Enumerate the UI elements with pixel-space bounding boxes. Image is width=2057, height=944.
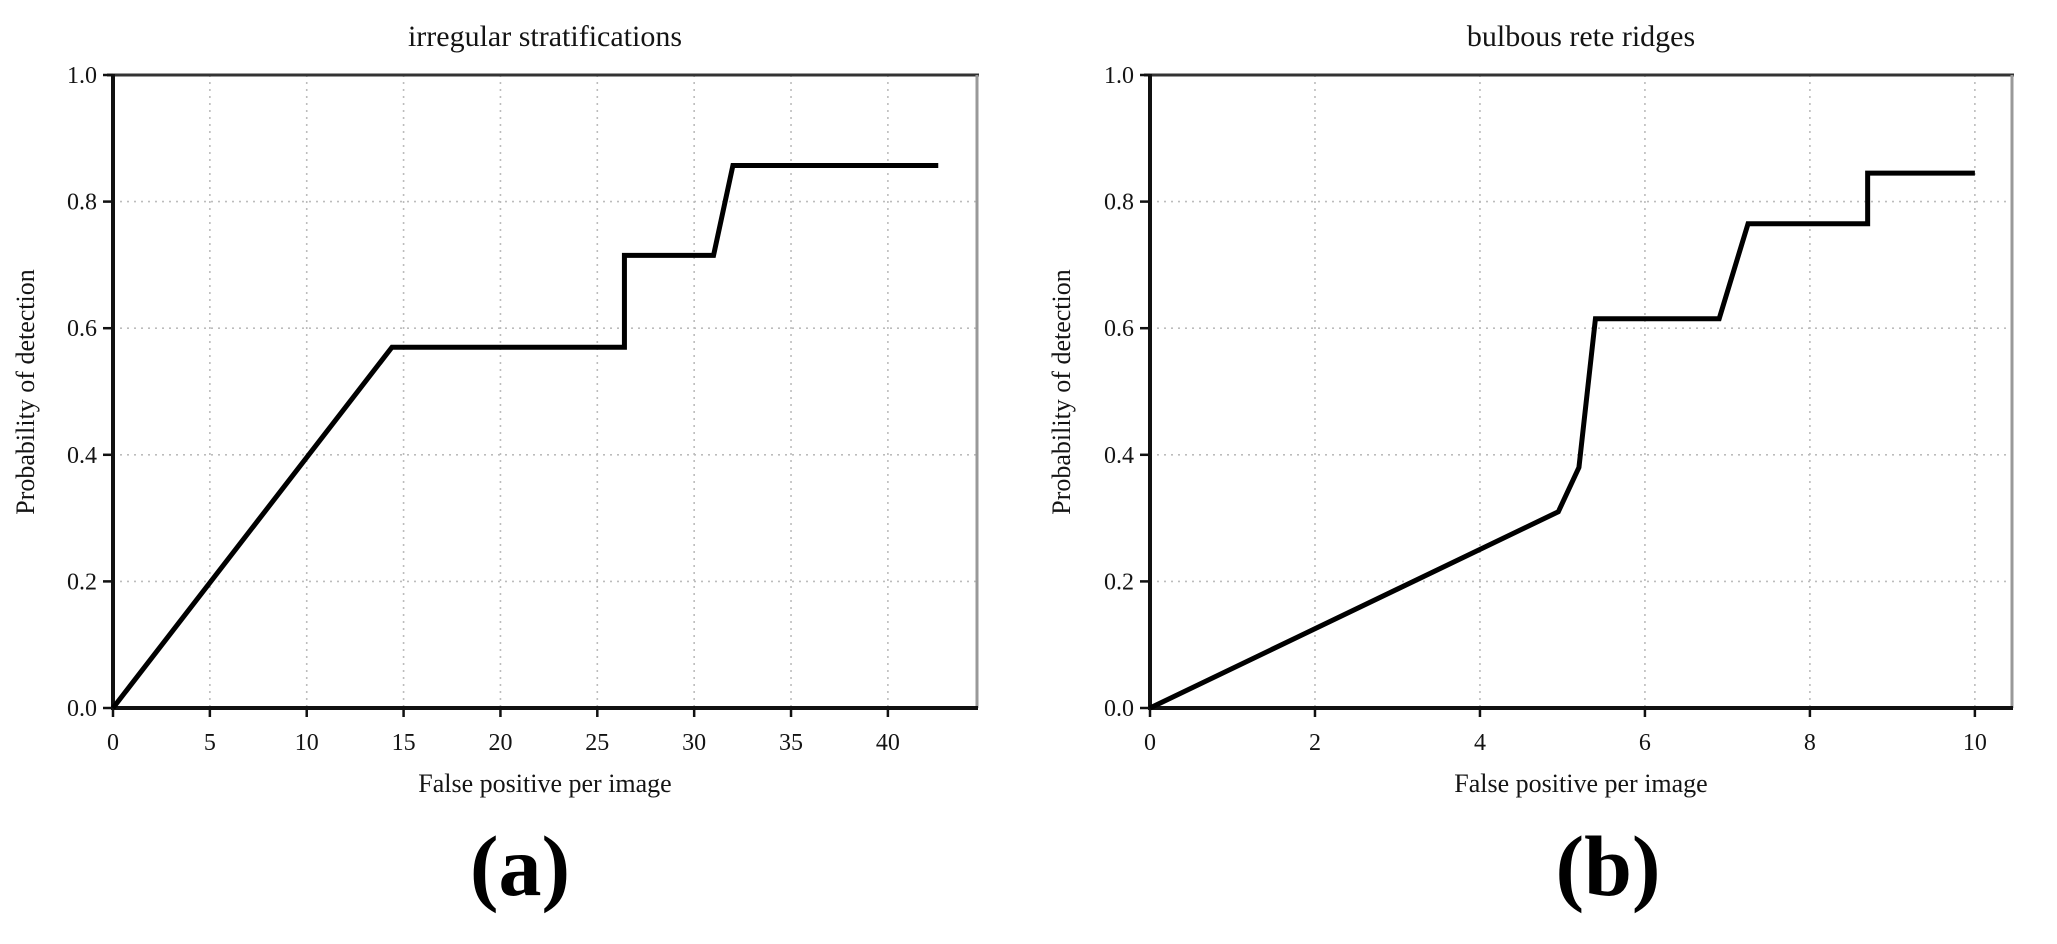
y-axis-label: Probability of detection xyxy=(1047,269,1076,515)
y-axis-label: Probability of detection xyxy=(11,269,40,515)
y-tick-label: 0.2 xyxy=(1104,569,1134,595)
y-tick-label: 0.6 xyxy=(67,316,97,342)
x-tick-label: 6 xyxy=(1639,730,1651,756)
x-tick-label: 4 xyxy=(1474,730,1486,756)
y-tick-label: 0.0 xyxy=(67,696,97,722)
plot-area: 0 2 4 6 8 10 0.0 0.2 0.4 0.6 0.8 1.0 xyxy=(1104,63,2014,756)
froc-curve xyxy=(111,163,939,710)
subfigure-caption-a: (a) xyxy=(469,818,571,914)
y-tick-label: 0.8 xyxy=(1104,190,1134,216)
chart-title: bulbous rete ridges xyxy=(1467,20,1695,53)
y-tick-label: 0.2 xyxy=(67,569,97,595)
x-tick-label: 10 xyxy=(295,730,319,756)
y-tick-label: 1.0 xyxy=(1104,63,1134,89)
x-axis-label: False positive per image xyxy=(1454,769,1707,798)
x-tick-label: 35 xyxy=(779,730,803,756)
y-tick-label: 0.0 xyxy=(1104,696,1134,722)
x-tick-label: 15 xyxy=(392,730,416,756)
subfigure-caption-b: (b) xyxy=(1555,818,1661,914)
x-tick-label: 10 xyxy=(1963,730,1987,756)
x-tick-label: 0 xyxy=(107,730,119,756)
chart-bulbous-rete-ridges: 0 2 4 6 8 10 0.0 0.2 0.4 0.6 0.8 1.0 bulbous rete r… xyxy=(1047,20,2014,798)
x-tick-label: 20 xyxy=(488,730,512,756)
x-tick-label: 25 xyxy=(585,730,609,756)
plot-area: 0 5 10 15 20 25 30 35 40 0.0 0.2 0.4 0.6 0.8 1.0 xyxy=(67,63,979,756)
y-tick-label: 0.6 xyxy=(1104,316,1134,342)
chart-irregular-stratifications: 0 5 10 15 20 25 30 35 40 0.0 0.2 0.4 0.6 0.8 1.0 irreg… xyxy=(11,20,979,798)
x-tick-label: 5 xyxy=(204,730,216,756)
x-tick-label: 8 xyxy=(1804,730,1816,756)
chart-title: irregular stratifications xyxy=(408,20,682,53)
y-tick-label: 0.4 xyxy=(1104,443,1134,469)
x-tick-label: 30 xyxy=(682,730,706,756)
x-tick-label: 0 xyxy=(1144,730,1156,756)
froc-curve xyxy=(1148,170,1975,711)
x-tick-label: 40 xyxy=(876,730,900,756)
x-axis-label: False positive per image xyxy=(418,769,671,798)
y-tick-label: 0.8 xyxy=(67,190,97,216)
y-tick-label: 0.4 xyxy=(67,443,97,469)
y-tick-label: 1.0 xyxy=(67,63,97,89)
x-tick-label: 2 xyxy=(1309,730,1321,756)
